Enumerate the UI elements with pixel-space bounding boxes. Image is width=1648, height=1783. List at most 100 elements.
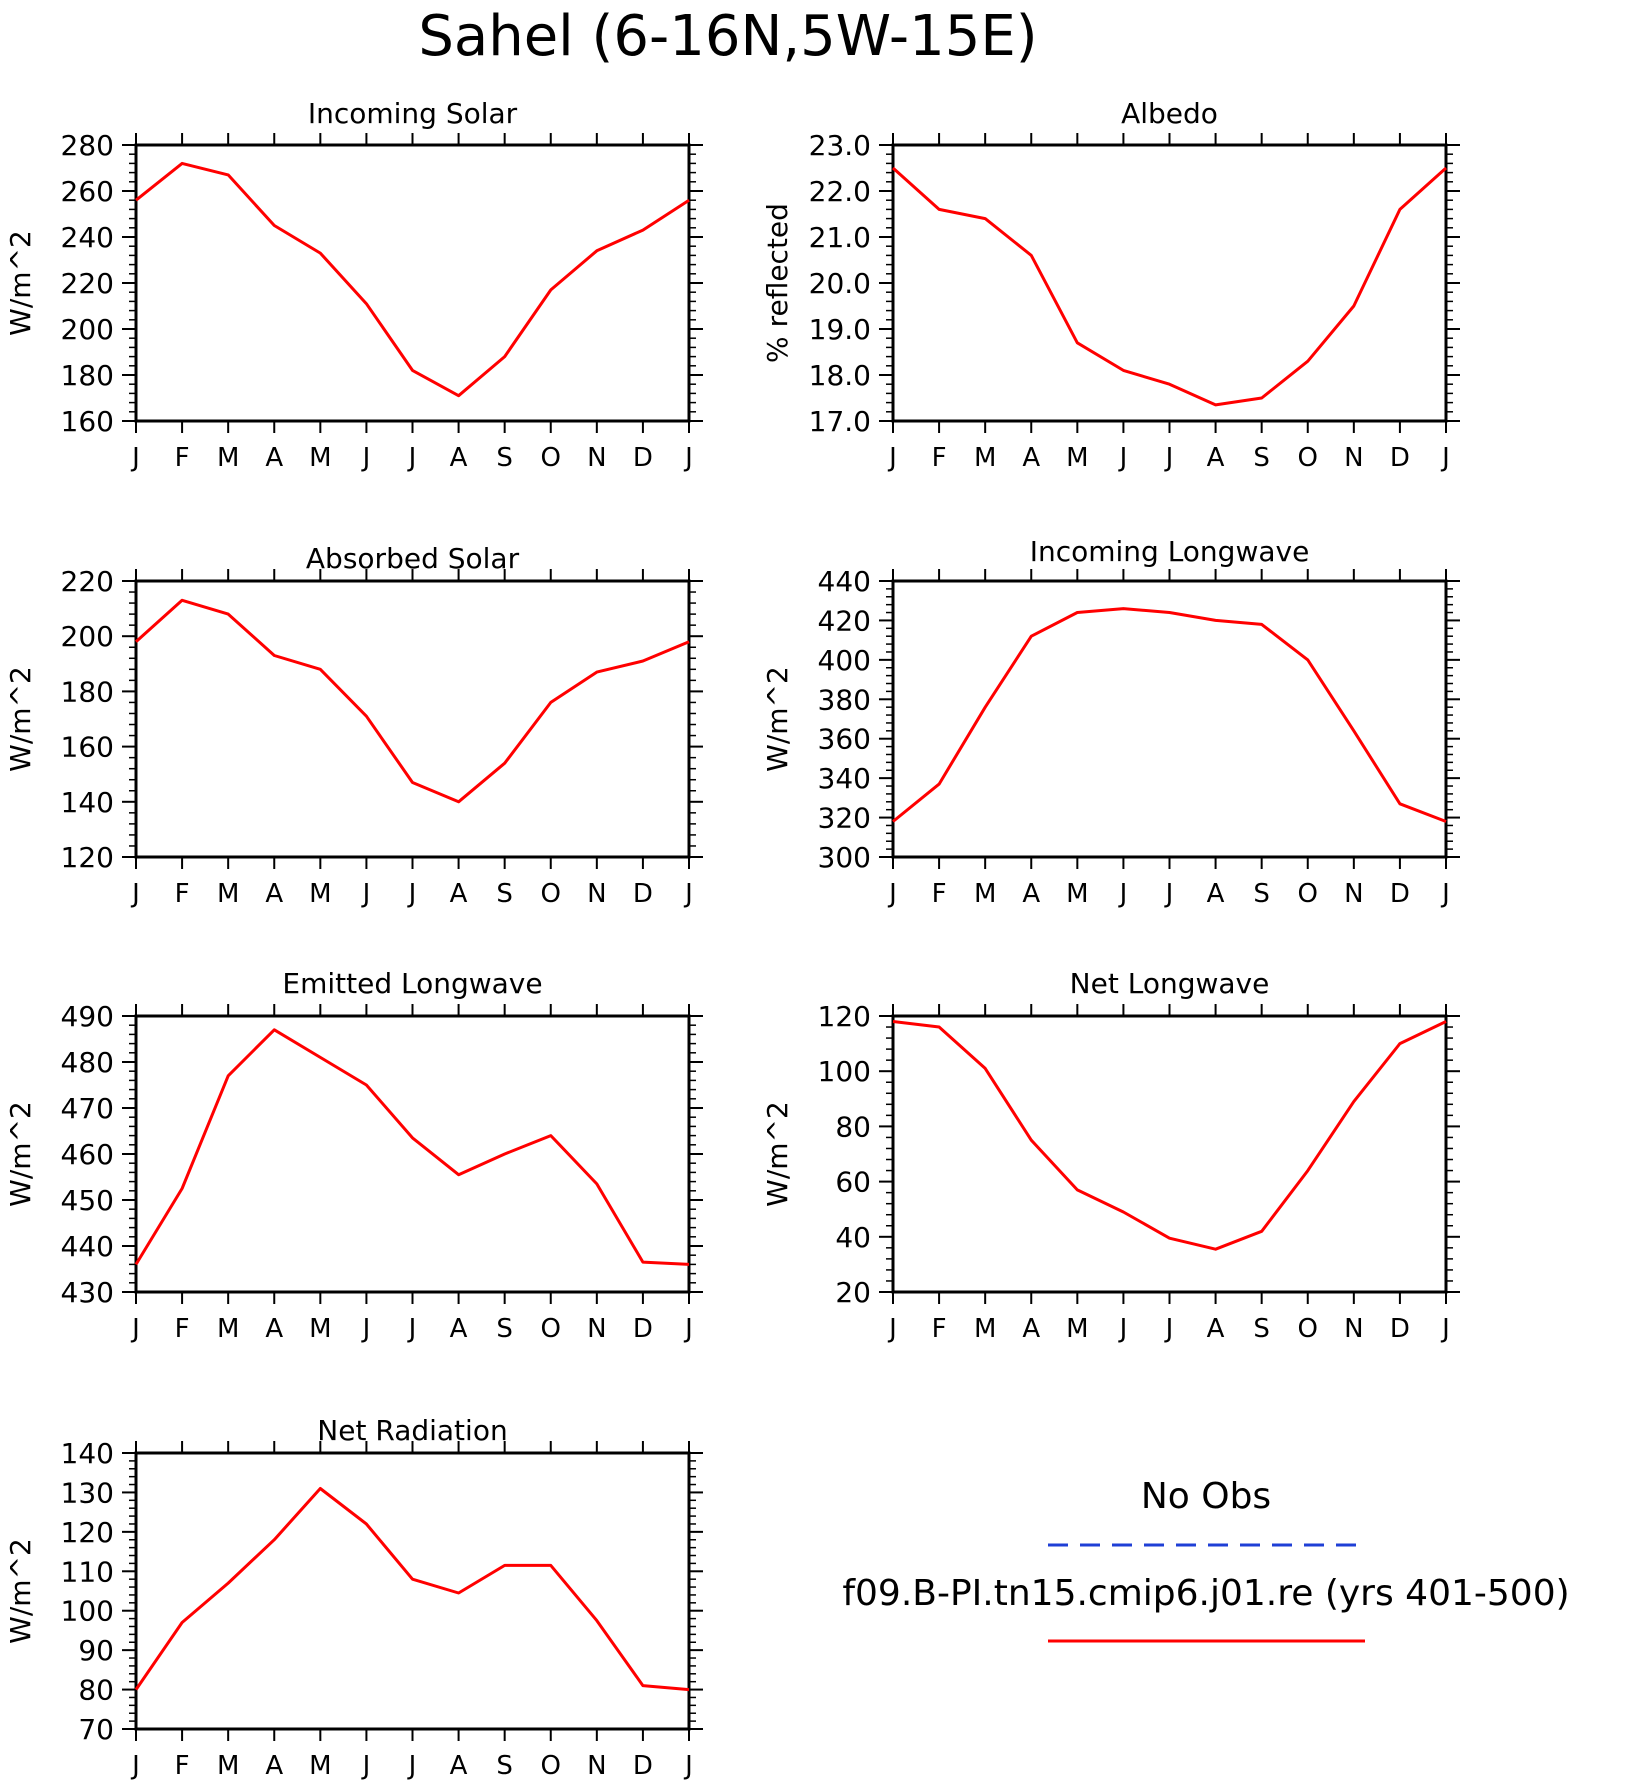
incoming-solar-x-tick-label: J — [407, 443, 417, 473]
emitted-longwave-x-tick-label: F — [175, 1314, 190, 1344]
net-longwave-y-tick-label: 100 — [818, 1055, 871, 1088]
figure-title: Sahel (6-16N,5W-15E) — [418, 4, 1037, 69]
emitted-longwave-x-tick-label: M — [217, 1314, 239, 1344]
net-radiation-y-tick-label: 100 — [61, 1595, 114, 1628]
albedo-x-tick-label: J — [1164, 443, 1174, 473]
net-longwave-x-tick-label: D — [1390, 1314, 1410, 1344]
absorbed-solar-x-tick-label: S — [496, 879, 513, 909]
incoming-longwave-y-tick-label: 380 — [818, 683, 871, 716]
net-radiation-x-tick-label: J — [361, 1751, 371, 1781]
chart-panels: J F M A M J J A S O N D J160180200220240260280W/m^2I… — [4, 97, 1460, 1781]
incoming-solar-x-tick-label: J — [361, 443, 371, 473]
net-radiation-x-tick-label: M — [309, 1751, 331, 1781]
incoming-solar-panel: J F M A M J J A S O N D J160180200220240260280W/m^2I… — [4, 97, 703, 473]
albedo-y-tick-label: 17.0 — [809, 405, 871, 438]
net-radiation-x-tick-label: F — [175, 1751, 190, 1781]
albedo-x-tick-label: O — [1298, 443, 1318, 473]
legend: No Obs f09.B-PI.tn15.cmip6.j01.re (yrs 4… — [842, 1476, 1570, 1643]
emitted-longwave-panel: J F M A M J J A S O N D J430440450460470480490W/m^2E… — [4, 967, 703, 1344]
emitted-longwave-y-tick-label: 490 — [61, 1000, 114, 1033]
net-radiation-panel: J F M A M J J A S O N D J708090100110120130140W/m^2N… — [4, 1414, 703, 1781]
absorbed-solar-x-tick-label: J — [683, 879, 693, 909]
net-radiation-x-tick-label: J — [683, 1751, 693, 1781]
incoming-solar-frame — [134, 143, 691, 423]
emitted-longwave-y-tick-label: 450 — [61, 1184, 114, 1217]
albedo-series-line — [891, 166, 1448, 407]
incoming-solar-y-tick-label: 240 — [61, 221, 114, 254]
emitted-longwave-x-tick-label: D — [633, 1314, 653, 1344]
albedo-x-tick-label: S — [1253, 443, 1270, 473]
emitted-longwave-x-tick-label: J — [130, 1314, 140, 1344]
incoming-longwave-x-tick-label: N — [1344, 879, 1363, 909]
incoming-solar-x-tick-label: F — [175, 443, 190, 473]
net-radiation-y-tick-label: 120 — [61, 1516, 114, 1549]
incoming-longwave-x-tick-label: J — [1440, 879, 1450, 909]
net-longwave-series-line — [892, 1020, 1447, 1251]
net-longwave-title: Net Longwave — [1070, 967, 1270, 1000]
emitted-longwave-y-tick-label: 440 — [61, 1230, 114, 1263]
net-radiation-y-tick-label: 80 — [78, 1674, 114, 1707]
net-radiation-title: Net Radiation — [317, 1414, 507, 1447]
albedo-x-tick-label: N — [1344, 443, 1363, 473]
emitted-longwave-y-tick-label: 430 — [61, 1276, 114, 1309]
albedo-x-tick-label: J — [1118, 443, 1128, 473]
absorbed-solar-y-tick-label: 200 — [61, 620, 114, 653]
incoming-solar-x-tick-label: J — [130, 443, 140, 473]
albedo-y-tick-label: 22.0 — [809, 175, 871, 208]
absorbed-solar-y-tick-label: 180 — [61, 675, 114, 708]
net-longwave-x-tick-label: A — [1022, 1314, 1040, 1344]
incoming-longwave-x-tick-label: O — [1298, 879, 1318, 909]
net-longwave-y-tick-label: 80 — [835, 1110, 871, 1143]
incoming-longwave-series-line — [892, 607, 1447, 823]
incoming-longwave-x-tick-label: D — [1390, 879, 1410, 909]
emitted-longwave-y-tick-label: 460 — [61, 1138, 114, 1171]
net-longwave-x-tick-label: N — [1344, 1314, 1363, 1344]
net-longwave-x-tick-label: M — [974, 1314, 996, 1344]
incoming-solar-x-tick-label: M — [217, 443, 239, 473]
emitted-longwave-series-line — [134, 1028, 690, 1266]
albedo-x-tick-label: J — [1440, 443, 1450, 473]
incoming-longwave-x-tick-label: J — [1164, 879, 1174, 909]
incoming-longwave-x-tick-label: J — [887, 879, 897, 909]
emitted-longwave-title: Emitted Longwave — [282, 967, 542, 1000]
absorbed-solar-x-tick-label: M — [217, 879, 239, 909]
albedo-x-tick-label: A — [1022, 443, 1040, 473]
absorbed-solar-x-tick-label: J — [361, 879, 371, 909]
albedo-y-axis-label: % reflected — [761, 203, 794, 363]
net-longwave-x-tick-label: J — [887, 1314, 897, 1344]
net-radiation-y-tick-label: 130 — [61, 1476, 114, 1509]
albedo-x-tick-label: M — [974, 443, 996, 473]
incoming-longwave-y-tick-label: 420 — [818, 604, 871, 637]
emitted-longwave-x-tick-label: S — [496, 1314, 513, 1344]
emitted-longwave-x-tick-label: O — [541, 1314, 561, 1344]
emitted-longwave-x-tick-label: J — [361, 1314, 371, 1344]
incoming-longwave-x-tick-label: S — [1253, 879, 1270, 909]
net-longwave-x-tick-label: J — [1118, 1314, 1128, 1344]
net-radiation-x-tick-label: N — [587, 1751, 606, 1781]
net-radiation-x-tick-label: A — [265, 1751, 283, 1781]
incoming-solar-series-line — [135, 161, 690, 398]
incoming-longwave-y-tick-label: 320 — [818, 802, 871, 835]
incoming-longwave-y-tick-label: 300 — [818, 841, 871, 874]
net-radiation-y-tick-label: 70 — [78, 1713, 114, 1746]
albedo-x-tick-label: F — [932, 443, 947, 473]
albedo-x-tick-label: J — [887, 443, 897, 473]
incoming-longwave-x-tick-label: M — [974, 879, 996, 909]
albedo-x-tick-label: A — [1207, 443, 1225, 473]
incoming-solar-x-tick-label: A — [265, 443, 283, 473]
emitted-longwave-x-tick-label: J — [407, 1314, 417, 1344]
net-longwave-x-tick-label: J — [1440, 1314, 1450, 1344]
absorbed-solar-x-tick-label: O — [541, 879, 561, 909]
incoming-solar-x-tick-label: M — [309, 443, 331, 473]
net-radiation-x-tick-label: D — [633, 1751, 653, 1781]
net-longwave-x-tick-label: M — [1066, 1314, 1088, 1344]
incoming-longwave-x-tick-label: F — [932, 879, 947, 909]
incoming-longwave-x-tick-label: A — [1022, 879, 1040, 909]
incoming-solar-x-tick-label: D — [633, 443, 653, 473]
incoming-longwave-title: Incoming Longwave — [1030, 535, 1310, 568]
albedo-title: Albedo — [1121, 97, 1218, 130]
incoming-solar-x-tick-label: O — [541, 443, 561, 473]
emitted-longwave-x-tick-label: A — [265, 1314, 283, 1344]
net-radiation-y-axis-label: W/m^2 — [4, 1538, 37, 1644]
